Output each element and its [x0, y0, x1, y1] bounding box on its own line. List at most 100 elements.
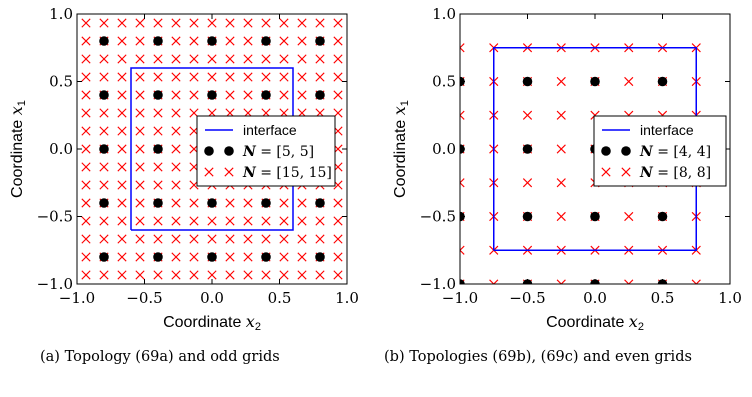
x-tick-label: 0.5 — [268, 289, 292, 307]
fine-grid-point — [171, 180, 181, 190]
y-tick-label: 1.0 — [49, 5, 73, 23]
fine-grid-point — [135, 144, 145, 154]
fine-grid-point — [297, 72, 307, 82]
fine-grid-point — [460, 245, 465, 255]
fine-grid-point — [207, 216, 217, 226]
fine-grid-point — [333, 72, 343, 82]
fine-grid-point — [153, 270, 163, 280]
fine-grid-point — [189, 72, 199, 82]
legend-box — [196, 115, 336, 187]
fine-grid-point — [297, 54, 307, 64]
fine-grid-point — [333, 270, 343, 280]
coarse-grid-point — [153, 144, 163, 154]
y-tick-label: −1.0 — [37, 275, 73, 293]
x-axis-title: Coordinate x2 — [163, 312, 261, 333]
coarse-grid-point — [590, 76, 600, 87]
fine-grid-point — [117, 198, 127, 208]
coarse-grid-point — [153, 90, 163, 100]
fine-grid-point — [225, 72, 235, 82]
fine-grid-point — [189, 36, 199, 46]
fine-grid-point — [207, 234, 217, 244]
fine-grid-point — [171, 108, 181, 118]
fine-grid-point — [171, 234, 181, 244]
fine-grid-point — [460, 178, 465, 188]
fine-grid-point — [243, 198, 253, 208]
coarse-grid-point — [99, 90, 109, 100]
fine-grid-point — [460, 43, 465, 53]
coarse-grid-point — [261, 252, 271, 262]
fine-grid-point — [81, 234, 91, 244]
fine-grid-point — [153, 234, 163, 244]
coarse-grid-point — [207, 90, 217, 100]
fine-grid-point — [117, 36, 127, 46]
fine-grid-point — [207, 270, 217, 280]
coarse-grid-point — [261, 36, 271, 46]
fine-grid-point — [189, 234, 199, 244]
fine-grid-point — [315, 54, 325, 64]
fine-grid-point — [135, 108, 145, 118]
fine-grid-point — [243, 54, 253, 64]
fine-grid-point — [243, 90, 253, 100]
fine-grid-point — [207, 54, 217, 64]
fine-grid-point — [297, 252, 307, 262]
fine-grid-point — [117, 90, 127, 100]
coarse-grid-point — [315, 252, 325, 262]
fine-grid-point — [489, 279, 499, 284]
fine-grid-point — [297, 36, 307, 46]
y-tick-label: −0.5 — [37, 208, 73, 226]
fine-grid-point — [522, 178, 533, 188]
fine-grid-point — [225, 216, 235, 226]
fine-grid-point — [135, 162, 145, 172]
fine-grid-point — [153, 54, 163, 64]
x-tick-label: 0.0 — [583, 289, 607, 307]
fine-grid-point — [99, 270, 109, 280]
x-tick-label: 1.0 — [718, 289, 742, 307]
fine-grid-point — [81, 144, 91, 154]
coarse-grid-point — [207, 252, 217, 262]
fine-grid-point — [135, 198, 145, 208]
x-tick-label: −0.5 — [509, 289, 545, 307]
coarse-grid-point — [99, 36, 109, 46]
fine-grid-point — [81, 180, 91, 190]
fine-grid-point — [279, 216, 289, 226]
fine-grid-point — [261, 72, 271, 82]
coarse-grid-point — [590, 211, 600, 222]
fine-grid-point — [135, 126, 145, 136]
fine-grid-point — [225, 270, 235, 280]
fine-grid-point — [81, 36, 91, 46]
y-tick-label: −1.0 — [420, 275, 456, 293]
x-tick-label: −1.0 — [59, 289, 95, 307]
fine-grid-point — [81, 72, 91, 82]
fine-grid-point — [333, 234, 343, 244]
fine-grid-point — [297, 216, 307, 226]
coarse-grid-point — [460, 279, 465, 284]
x-tick-label: 0.5 — [651, 289, 675, 307]
fine-grid-point — [135, 54, 145, 64]
fine-grid-point — [315, 18, 325, 28]
fine-grid-point — [189, 252, 199, 262]
fine-grid-point — [171, 72, 181, 82]
fine-grid-point — [279, 18, 289, 28]
coarse-grid-point — [207, 198, 217, 208]
fine-grid-point — [81, 18, 91, 28]
fine-grid-point — [556, 279, 566, 284]
fine-grid-point — [81, 54, 91, 64]
fine-grid-point — [153, 216, 163, 226]
coarse-grid-point — [99, 144, 109, 154]
fine-grid-point — [189, 270, 199, 280]
fine-grid-point — [333, 90, 343, 100]
caption-a: (a) Topology (69a) and odd grids — [40, 349, 280, 365]
fine-grid-point — [279, 36, 289, 46]
fine-grid-point — [207, 72, 217, 82]
x-tick-label: −0.5 — [126, 289, 162, 307]
y-tick-label: 0.5 — [49, 73, 73, 91]
fine-grid-point — [243, 72, 253, 82]
y-tick-label: 0.0 — [49, 140, 73, 158]
fine-grid-point — [117, 144, 127, 154]
interface-line — [493, 47, 697, 251]
fine-grid-point — [135, 270, 145, 280]
fine-grid-point — [153, 126, 163, 136]
fine-grid-point — [189, 90, 199, 100]
fine-grid-point — [624, 211, 634, 222]
fine-grid-point — [333, 198, 343, 208]
